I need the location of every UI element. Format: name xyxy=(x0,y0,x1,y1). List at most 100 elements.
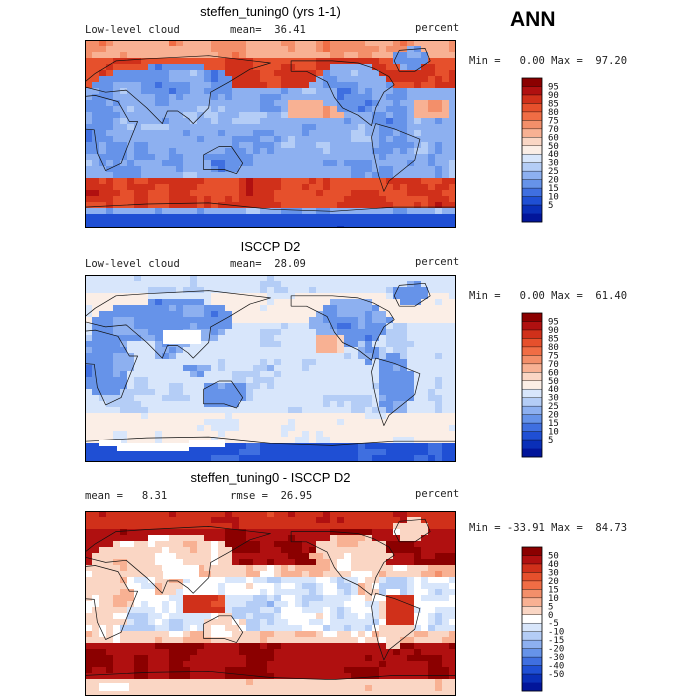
colorbar-tick-label: 0 xyxy=(548,611,553,621)
colorbar-tick-label: 90 xyxy=(548,91,559,101)
colorbar-swatch xyxy=(522,338,542,348)
colorbar-tick-label: -15 xyxy=(548,636,564,646)
colorbar-swatch xyxy=(522,205,542,214)
colorbar-tick-label: 10 xyxy=(548,428,559,438)
colorbar-tick-label: -20 xyxy=(548,645,564,655)
panel-1-mean: mean= 36.41 xyxy=(230,24,306,36)
colorbar-tick-label: 30 xyxy=(548,394,559,404)
panel-3-minmax: Min = -33.91 Max = 84.73 xyxy=(469,522,628,534)
colorbar-swatch xyxy=(522,614,542,624)
map-field xyxy=(85,511,456,696)
colorbar-swatch xyxy=(522,648,542,658)
colorbar-swatch xyxy=(522,547,542,556)
colorbar-swatch xyxy=(522,423,542,432)
colorbar-tick-label: 40 xyxy=(548,560,559,570)
colorbar-tick-label: 10 xyxy=(548,594,559,604)
colorbar-tick-label: 25 xyxy=(548,402,559,412)
colorbar-tick-label: 20 xyxy=(548,411,559,421)
colorbar-swatch xyxy=(522,640,542,649)
colorbar-tick-label: -5 xyxy=(548,619,559,629)
colorbar-swatch xyxy=(522,414,542,424)
colorbar-swatch xyxy=(522,363,542,373)
panel-3-units: percent xyxy=(415,488,460,500)
colorbar-swatch xyxy=(522,406,542,415)
colorbar-swatch xyxy=(522,154,542,164)
panel-2-units: percent xyxy=(415,256,460,268)
colorbar-tick-label: 15 xyxy=(548,585,559,595)
panel-2-field-label: Low-level cloud xyxy=(85,258,180,270)
colorbar-swatch xyxy=(522,448,542,458)
colorbar-swatch xyxy=(522,380,542,390)
colorbar-swatch xyxy=(522,213,542,223)
colorbar-tick-label: 70 xyxy=(548,125,559,135)
colorbar-swatch xyxy=(522,171,542,180)
colorbar-tick-label: 15 xyxy=(548,419,559,429)
colorbar-swatch xyxy=(522,346,542,356)
panel-1-map xyxy=(85,40,456,228)
panel-3-mean: mean = 8.31 xyxy=(85,490,168,502)
colorbar-tick-label: 95 xyxy=(548,82,559,92)
colorbar-tick-label: 40 xyxy=(548,385,559,395)
colorbar-swatch xyxy=(522,589,542,599)
panel-3-title: steffen_tuning0 - ISCCP D2 xyxy=(190,470,351,485)
colorbar-swatch xyxy=(522,572,542,582)
colorbar-tick-label: 20 xyxy=(548,577,559,587)
colorbar-swatch xyxy=(522,162,542,172)
colorbar-swatch xyxy=(522,580,542,590)
colorbar-swatch xyxy=(522,111,542,121)
colorbar-tick-label: 10 xyxy=(548,193,559,203)
colorbar-tick-label: 80 xyxy=(548,343,559,353)
colorbar-tick-label: 15 xyxy=(548,184,559,194)
panel-2-mean: mean= 28.09 xyxy=(230,258,306,270)
colorbar-tick-label: 50 xyxy=(548,377,559,387)
coastline xyxy=(85,518,456,680)
colorbar-tick-label: 30 xyxy=(548,159,559,169)
colorbar-tick-label: 95 xyxy=(548,317,559,327)
colorbar-swatch xyxy=(522,120,542,130)
colorbar-swatch xyxy=(522,355,542,365)
panel-1-title: steffen_tuning0 (yrs 1-1) xyxy=(200,4,341,19)
panel-2-map xyxy=(85,275,456,462)
colorbar-tick-label: 25 xyxy=(548,167,559,177)
colorbar-swatch xyxy=(522,440,542,449)
colorbar-swatch xyxy=(522,128,542,138)
colorbar-swatch xyxy=(522,372,542,382)
colorbar-tick-label: 60 xyxy=(548,368,559,378)
colorbar-swatch xyxy=(522,321,542,331)
colorbar-swatch xyxy=(522,313,542,322)
colorbar-swatch xyxy=(522,188,542,197)
colorbar-tick-label: 60 xyxy=(548,133,559,143)
colorbar-swatch xyxy=(522,196,542,206)
season-label: ANN xyxy=(510,8,556,31)
panel-2-title: ISCCP D2 xyxy=(240,239,301,254)
colorbar-tick-label: 5 xyxy=(548,602,553,612)
colorbar-swatch xyxy=(522,78,542,87)
colorbar-tick-label: 75 xyxy=(548,351,559,361)
colorbar-tick-label: -30 xyxy=(548,653,564,663)
colorbar-tick-label: 5 xyxy=(548,201,553,211)
colorbar-tick-label: 75 xyxy=(548,116,559,126)
colorbar-tick-label: 20 xyxy=(548,176,559,186)
colorbar-swatch xyxy=(522,555,542,565)
colorbar-tick-label: -50 xyxy=(548,670,564,680)
colorbar-tick-label: 5 xyxy=(548,436,553,446)
colorbar-tick-label: 80 xyxy=(548,108,559,118)
colorbar-swatch xyxy=(522,397,542,407)
colorbar-swatch xyxy=(522,145,542,155)
colorbar-tick-label: 50 xyxy=(548,142,559,152)
colorbar-swatch xyxy=(522,431,542,441)
colorbar-swatch xyxy=(522,563,542,573)
colorbar-tick-label: 85 xyxy=(548,334,559,344)
colorbar-tick-label: -40 xyxy=(548,662,564,672)
colorbar-swatch xyxy=(522,94,542,104)
colorbar-swatch xyxy=(522,329,542,339)
coastline xyxy=(85,282,456,446)
colorbar-swatch xyxy=(522,179,542,189)
colorbar-tick-label: 90 xyxy=(548,326,559,336)
panel-1-field-label: Low-level cloud xyxy=(85,24,180,36)
map-field xyxy=(85,275,456,462)
coastline xyxy=(85,48,456,212)
